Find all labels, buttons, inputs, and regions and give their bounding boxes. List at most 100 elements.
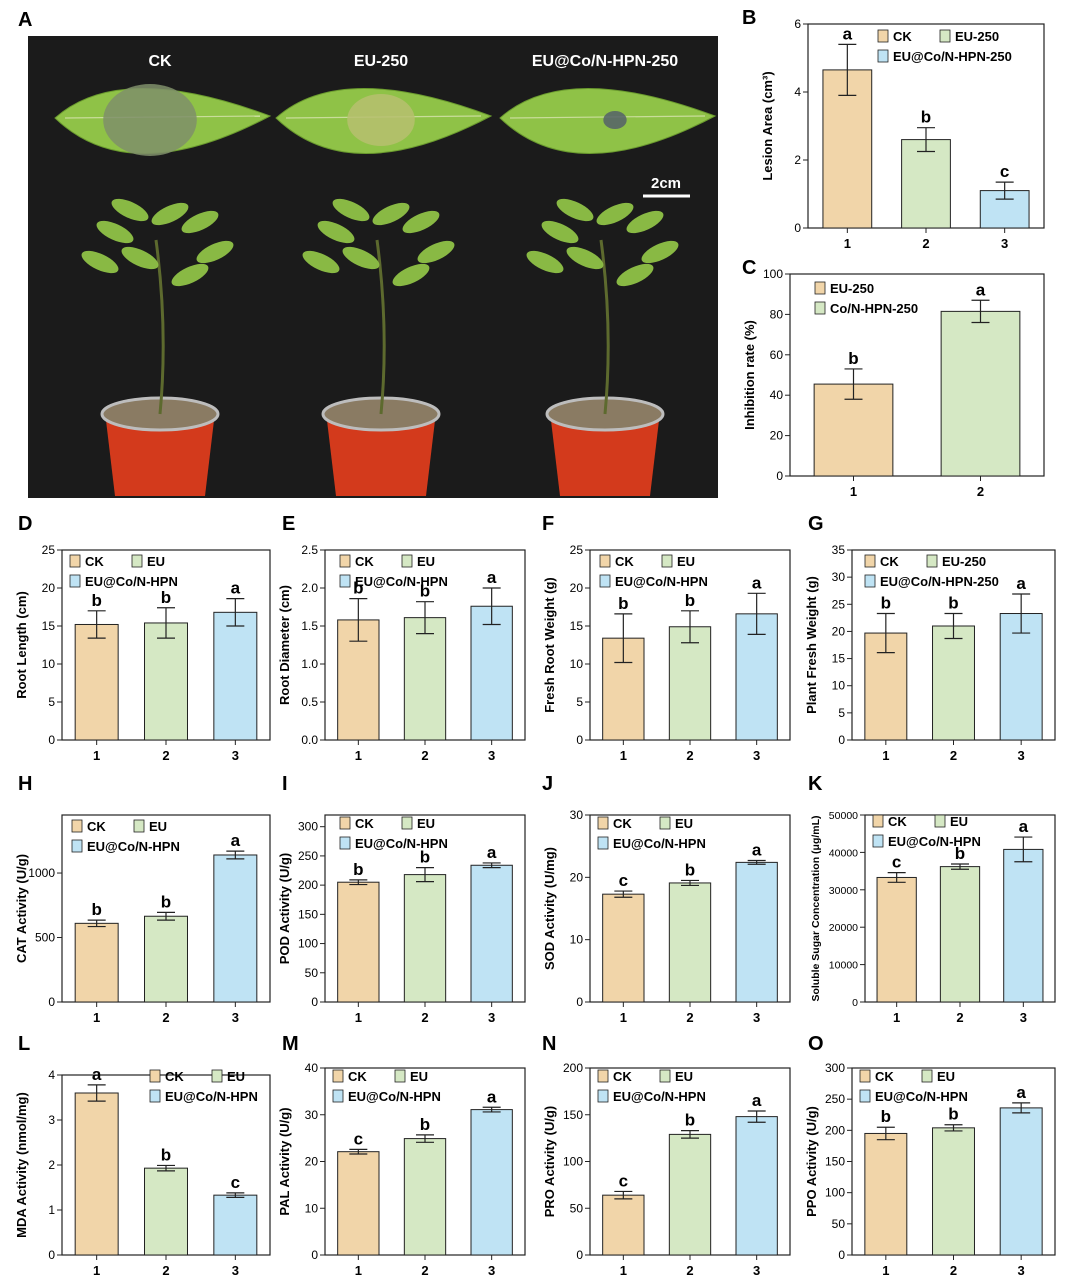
legend-swatch <box>401 554 413 568</box>
legend-swatch <box>69 554 81 568</box>
y-axis-label: Plant Fresh Weight (g) <box>804 576 819 714</box>
plant-leaf <box>372 202 410 226</box>
x-tick-label: 1 <box>93 1010 100 1025</box>
chart-panel-J: J 0 10 20 30 SOD Activity (U/mg) c 1 b 2 a 3 CK EU EU@… <box>542 773 791 1025</box>
plant-leaf <box>526 250 564 274</box>
x-tick-label: 3 <box>1020 1010 1027 1025</box>
legend-swatch <box>864 554 876 568</box>
y-tick-label: 1 <box>48 1203 55 1217</box>
y-tick-label: 25 <box>832 597 846 611</box>
pot <box>326 412 436 496</box>
y-tick-label: 150 <box>825 1155 845 1169</box>
y-axis-label: MDA Activity (nmol/mg) <box>14 1092 29 1238</box>
y-tick-label: 10 <box>570 933 584 947</box>
bar <box>668 1133 712 1256</box>
significance-letter: b <box>353 860 363 879</box>
y-tick-label: 200 <box>563 1061 583 1075</box>
significance-letter: a <box>231 579 241 598</box>
chart-panel-K: K 0 10000 20000 30000 40000 50000 Soluble Sugar… <box>808 773 1056 1025</box>
significance-letter: a <box>752 573 762 592</box>
legend: CK EU EU@Co/N-HPN <box>597 1069 706 1104</box>
legend: CK EU EU@Co/N-HPN <box>69 554 178 589</box>
legend-swatch <box>872 834 884 848</box>
pot <box>105 412 215 496</box>
y-tick-label: 0 <box>838 1248 845 1262</box>
x-tick-label: 1 <box>620 748 627 763</box>
y-tick-label: 4 <box>48 1068 55 1082</box>
bar <box>470 864 513 1003</box>
bar <box>932 625 975 741</box>
significance-letter: c <box>354 1129 363 1148</box>
x-tick-label: 3 <box>1018 748 1025 763</box>
legend-swatch <box>939 29 951 43</box>
y-tick-label: 0 <box>48 733 55 747</box>
legend-swatch <box>71 819 83 833</box>
bar <box>668 626 712 741</box>
legend: CK EU-250 EU@Co/N-HPN-250 <box>864 554 999 589</box>
legend-swatch <box>659 816 671 830</box>
legend-label: EU@Co/N-HPN <box>613 1089 706 1104</box>
bar <box>74 922 119 1003</box>
plant-leaf <box>196 240 234 264</box>
significance-letter: b <box>685 860 695 879</box>
panel-letter: K <box>808 773 823 795</box>
plant-leaf <box>96 220 134 244</box>
y-tick-label: 25 <box>42 543 56 557</box>
legend: CK EU EU@Co/N-HPN <box>339 816 448 851</box>
chart-panel-N: N 0 50 100 150 200 PRO Activity (U/g) c 1 b 2 a 3 CK E… <box>542 1033 791 1278</box>
y-tick-label: 0 <box>311 995 318 1009</box>
x-tick-label: 1 <box>882 1263 889 1278</box>
y-tick-label: 100 <box>825 1186 845 1200</box>
y-axis-label: Inhibition rate (%) <box>742 320 757 430</box>
y-axis-label: Lesion Area (cm³) <box>760 71 775 180</box>
x-tick-label: 3 <box>753 748 760 763</box>
chart-panel-M: M 0 10 20 30 40 PAL Activity (U/g) c 1 b 2 a 3 CK EU EU… <box>277 1033 526 1278</box>
x-tick-label: 3 <box>1018 1263 1025 1278</box>
bar <box>735 861 778 1003</box>
x-tick-label: 3 <box>753 1263 760 1278</box>
legend: CK EU-250 EU@Co/N-HPN-250 <box>877 29 1012 64</box>
significance-letter: c <box>1000 162 1009 181</box>
significance-letter: b <box>618 594 628 613</box>
significance-letter: b <box>685 1111 695 1130</box>
x-tick-label: 1 <box>844 236 851 251</box>
plant-leaf <box>402 210 440 234</box>
significance-letter: b <box>881 1107 891 1126</box>
y-axis-label: Soluble Sugar Concentration (μg/mL) <box>810 815 822 1001</box>
panel-letter-A: A <box>18 9 32 31</box>
y-axis-label: PPO Activity (U/g) <box>804 1106 819 1217</box>
y-tick-label: 20 <box>305 1155 319 1169</box>
significance-letter: b <box>420 1115 430 1134</box>
plant-leaf <box>541 220 579 244</box>
pot <box>550 412 660 496</box>
y-tick-label: 200 <box>298 878 318 892</box>
y-tick-label: 300 <box>825 1061 845 1075</box>
plant-stem <box>154 239 165 415</box>
x-tick-label: 2 <box>686 748 693 763</box>
legend-swatch <box>69 574 81 588</box>
legend-swatch <box>71 839 83 853</box>
treatment-label: CK <box>148 53 172 70</box>
plant-leaf <box>171 263 209 287</box>
y-tick-label: 0.5 <box>301 695 318 709</box>
y-tick-label: 10 <box>305 1201 319 1215</box>
y-axis-label: Fresh Root Weight (g) <box>542 577 557 713</box>
significance-letter: b <box>420 582 430 601</box>
x-tick-label: 2 <box>421 748 428 763</box>
y-tick-label: 10 <box>42 657 56 671</box>
legend: CK EU EU@Co/N-HPN <box>332 1069 441 1104</box>
y-tick-label: 30 <box>305 1108 319 1122</box>
legend-swatch <box>877 49 889 63</box>
bar <box>403 1138 447 1256</box>
legend-label: EU@Co/N-HPN <box>355 574 448 589</box>
bar <box>735 1116 778 1256</box>
y-tick-label: 4 <box>794 85 801 99</box>
plant-leaf <box>417 240 455 264</box>
legend-swatch <box>597 836 609 850</box>
chart-panel-I: I 0 50 100 150 200 250 300 POD Activity (U/g) b 1 b… <box>277 773 526 1025</box>
legend-label: EU@Co/N-HPN <box>888 834 981 849</box>
legend: CK EU EU@Co/N-HPN <box>597 816 706 851</box>
legend-label: EU-250 <box>830 281 874 296</box>
